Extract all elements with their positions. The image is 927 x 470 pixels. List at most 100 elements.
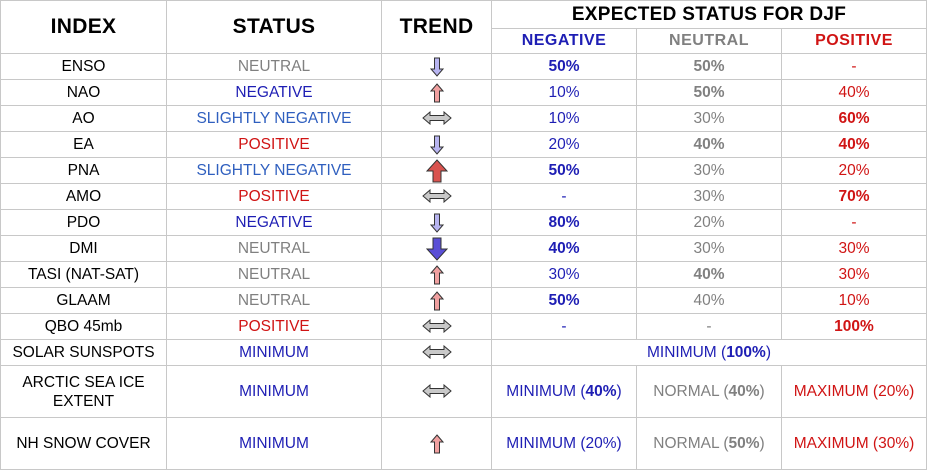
neutral-cell: 40% xyxy=(636,131,782,158)
index-rows: ENSO NEUTRAL 50% 50% - NAO NEGATIVE 10% 50% 40% AO… xyxy=(0,53,927,340)
expected-close: ) xyxy=(765,343,772,361)
negative-cell: MINIMUM (20%) xyxy=(491,417,637,470)
negative-cell: 50% xyxy=(491,287,637,314)
neutral-cell: 30% xyxy=(636,183,782,210)
positive-cell: 30% xyxy=(781,235,927,262)
neg-close: ) xyxy=(616,382,622,400)
table-row: QBO 45mb POSITIVE - -100% xyxy=(0,313,927,340)
negative-cell: - xyxy=(491,183,637,210)
trend-cell xyxy=(381,183,492,210)
table-row: EA POSITIVE 20% 40% 40% xyxy=(0,131,927,158)
positive-cell: - xyxy=(781,209,927,236)
neutral-cell: 40% xyxy=(636,261,782,288)
status-cell: MINIMUM xyxy=(166,339,382,366)
positive-cell: MAXIMUM (20%) xyxy=(781,365,927,418)
trend-cell xyxy=(381,131,492,158)
status-cell: NEUTRAL xyxy=(166,287,382,314)
table-row: GLAAM NEUTRAL 50% 40% 10% xyxy=(0,287,927,314)
positive-cell: 100% xyxy=(781,313,927,340)
positive-cell: MAXIMUM (30%) xyxy=(781,417,927,470)
positive-cell: 40% xyxy=(781,131,927,158)
large-down-arrow-icon xyxy=(425,237,448,261)
status-cell: SLIGHTLY NEGATIVE xyxy=(166,105,382,132)
header-trend: TREND xyxy=(381,0,492,54)
up-arrow-icon xyxy=(429,290,444,311)
index-line1: ARCTIC SEA ICE xyxy=(22,373,145,391)
trend-cell xyxy=(381,235,492,262)
negative-cell: 40% xyxy=(491,235,637,262)
left-right-arrow-icon xyxy=(421,384,452,399)
positive-cell: 40% xyxy=(781,79,927,106)
positive-cell: 60% xyxy=(781,105,927,132)
index-cell: QBO 45mb xyxy=(0,313,167,340)
down-arrow-icon xyxy=(429,135,444,155)
index-cell: TASI (NAT-SAT) xyxy=(0,261,167,288)
trend-cell xyxy=(381,79,492,106)
table-row: AMO POSITIVE -30% 70% xyxy=(0,183,927,210)
table-row-snow: NH SNOW COVER MINIMUM MINIMUM (20%) NORM… xyxy=(0,417,927,470)
index-cell: AMO xyxy=(0,183,167,210)
expected-label: MINIMUM ( xyxy=(646,343,727,361)
negative-cell: 50% xyxy=(491,157,637,184)
neutral-cell: 50% xyxy=(636,79,782,106)
neutral-cell: NORMAL (40%) xyxy=(636,365,782,418)
table-row: PNA SLIGHTLY NEGATIVE 50% 30% 20% xyxy=(0,157,927,184)
positive-cell: 70% xyxy=(781,183,927,210)
expected-value: 100% xyxy=(726,343,766,361)
trend-cell xyxy=(381,365,492,418)
neutral-cell: 20% xyxy=(636,209,782,236)
index-cell: SOLAR SUNSPOTS xyxy=(0,339,167,366)
neu-close: ) xyxy=(759,382,765,400)
table-row: DMI NEUTRAL 40% 30% 30% xyxy=(0,235,927,262)
trend-cell xyxy=(381,53,492,80)
neu-label: NORMAL ( xyxy=(653,434,729,452)
left-right-arrow-icon xyxy=(421,319,452,334)
neutral-cell: 30% xyxy=(636,157,782,184)
neu-close: ) xyxy=(759,434,765,452)
neg-label: MINIMUM ( xyxy=(506,382,586,400)
positive-cell: - xyxy=(781,53,927,80)
neg-value: 40% xyxy=(585,382,617,400)
trend-cell xyxy=(381,339,492,366)
index-cell: EA xyxy=(0,131,167,158)
table-row-arctic: ARCTIC SEA ICE EXTENT MINIMUM MINIMUM (40… xyxy=(0,365,927,418)
up-arrow-icon xyxy=(429,433,444,454)
index-line2: EXTENT xyxy=(52,392,115,410)
trend-cell xyxy=(381,417,492,470)
large-up-arrow-icon xyxy=(425,158,448,183)
status-cell: MINIMUM xyxy=(166,365,382,418)
table-row: TASI (NAT-SAT) NEUTRAL 30% 40% 30% xyxy=(0,261,927,288)
neutral-cell: 50% xyxy=(636,53,782,80)
neutral-cell: 30% xyxy=(636,105,782,132)
left-right-arrow-icon xyxy=(421,111,452,126)
index-cell: NH SNOW COVER xyxy=(0,417,167,470)
positive-cell: 10% xyxy=(781,287,927,314)
header-status: STATUS xyxy=(166,0,382,54)
negative-cell: 10% xyxy=(491,79,637,106)
neu-label: NORMAL ( xyxy=(653,382,729,400)
status-cell: POSITIVE xyxy=(166,183,382,210)
index-cell: PNA xyxy=(0,157,167,184)
left-right-arrow-icon xyxy=(421,345,452,360)
negative-cell: 10% xyxy=(491,105,637,132)
status-cell: SLIGHTLY NEGATIVE xyxy=(166,157,382,184)
table-row: NAO NEGATIVE 10% 50% 40% xyxy=(0,79,927,106)
neutral-cell: NORMAL (50%) xyxy=(636,417,782,470)
neu-value: 50% xyxy=(728,434,760,452)
status-cell: NEGATIVE xyxy=(166,79,382,106)
header-negative: NEGATIVE xyxy=(491,28,637,54)
up-arrow-icon xyxy=(429,82,444,103)
trend-cell xyxy=(381,105,492,132)
down-arrow-icon xyxy=(429,57,444,77)
negative-cell: 80% xyxy=(491,209,637,236)
table-row: PDO NEGATIVE 80% 20% - xyxy=(0,209,927,236)
negative-cell: 20% xyxy=(491,131,637,158)
header-expected-status: EXPECTED STATUS FOR DJF xyxy=(491,0,927,29)
status-cell: NEGATIVE xyxy=(166,209,382,236)
index-cell: ARCTIC SEA ICE EXTENT xyxy=(0,365,167,418)
expected-cell: MINIMUM (100%) xyxy=(491,339,927,366)
trend-cell xyxy=(381,209,492,236)
status-cell: NEUTRAL xyxy=(166,235,382,262)
down-arrow-icon xyxy=(429,213,444,233)
